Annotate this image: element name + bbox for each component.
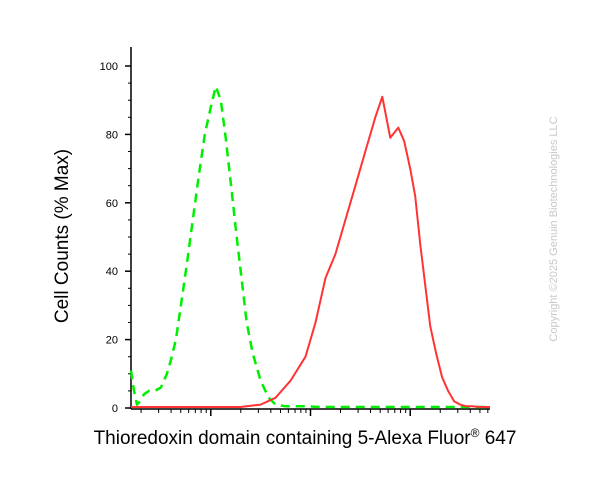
x-axis-label-suffix: 647 xyxy=(479,428,517,449)
x-axis-label: Thioredoxin domain containing 5-Alexa Fl… xyxy=(0,426,610,450)
y-tick-label: 20 xyxy=(106,335,118,347)
y-tick-label: 60 xyxy=(106,198,118,210)
sample-histogram-line xyxy=(131,95,490,408)
y-ticks: 0 20 40 60 80 100 xyxy=(100,61,131,415)
y-axis-label: Cell Counts (% Max) xyxy=(52,149,73,323)
y-tick-label: 100 xyxy=(100,61,118,73)
x-axis-label-main: Thioredoxin domain containing 5-Alexa Fl… xyxy=(93,428,471,449)
y-tick-label: 80 xyxy=(106,129,118,141)
x-ticks xyxy=(140,409,489,416)
x-axis-label-superscript: ® xyxy=(470,426,480,440)
y-tick-label: 40 xyxy=(106,266,118,278)
control-histogram-line xyxy=(129,85,490,409)
y-tick-label: 0 xyxy=(112,403,118,415)
copyright-watermark: Copyright ©2025 Genuin Biotechnologies L… xyxy=(548,116,560,341)
series-layer xyxy=(129,85,490,409)
